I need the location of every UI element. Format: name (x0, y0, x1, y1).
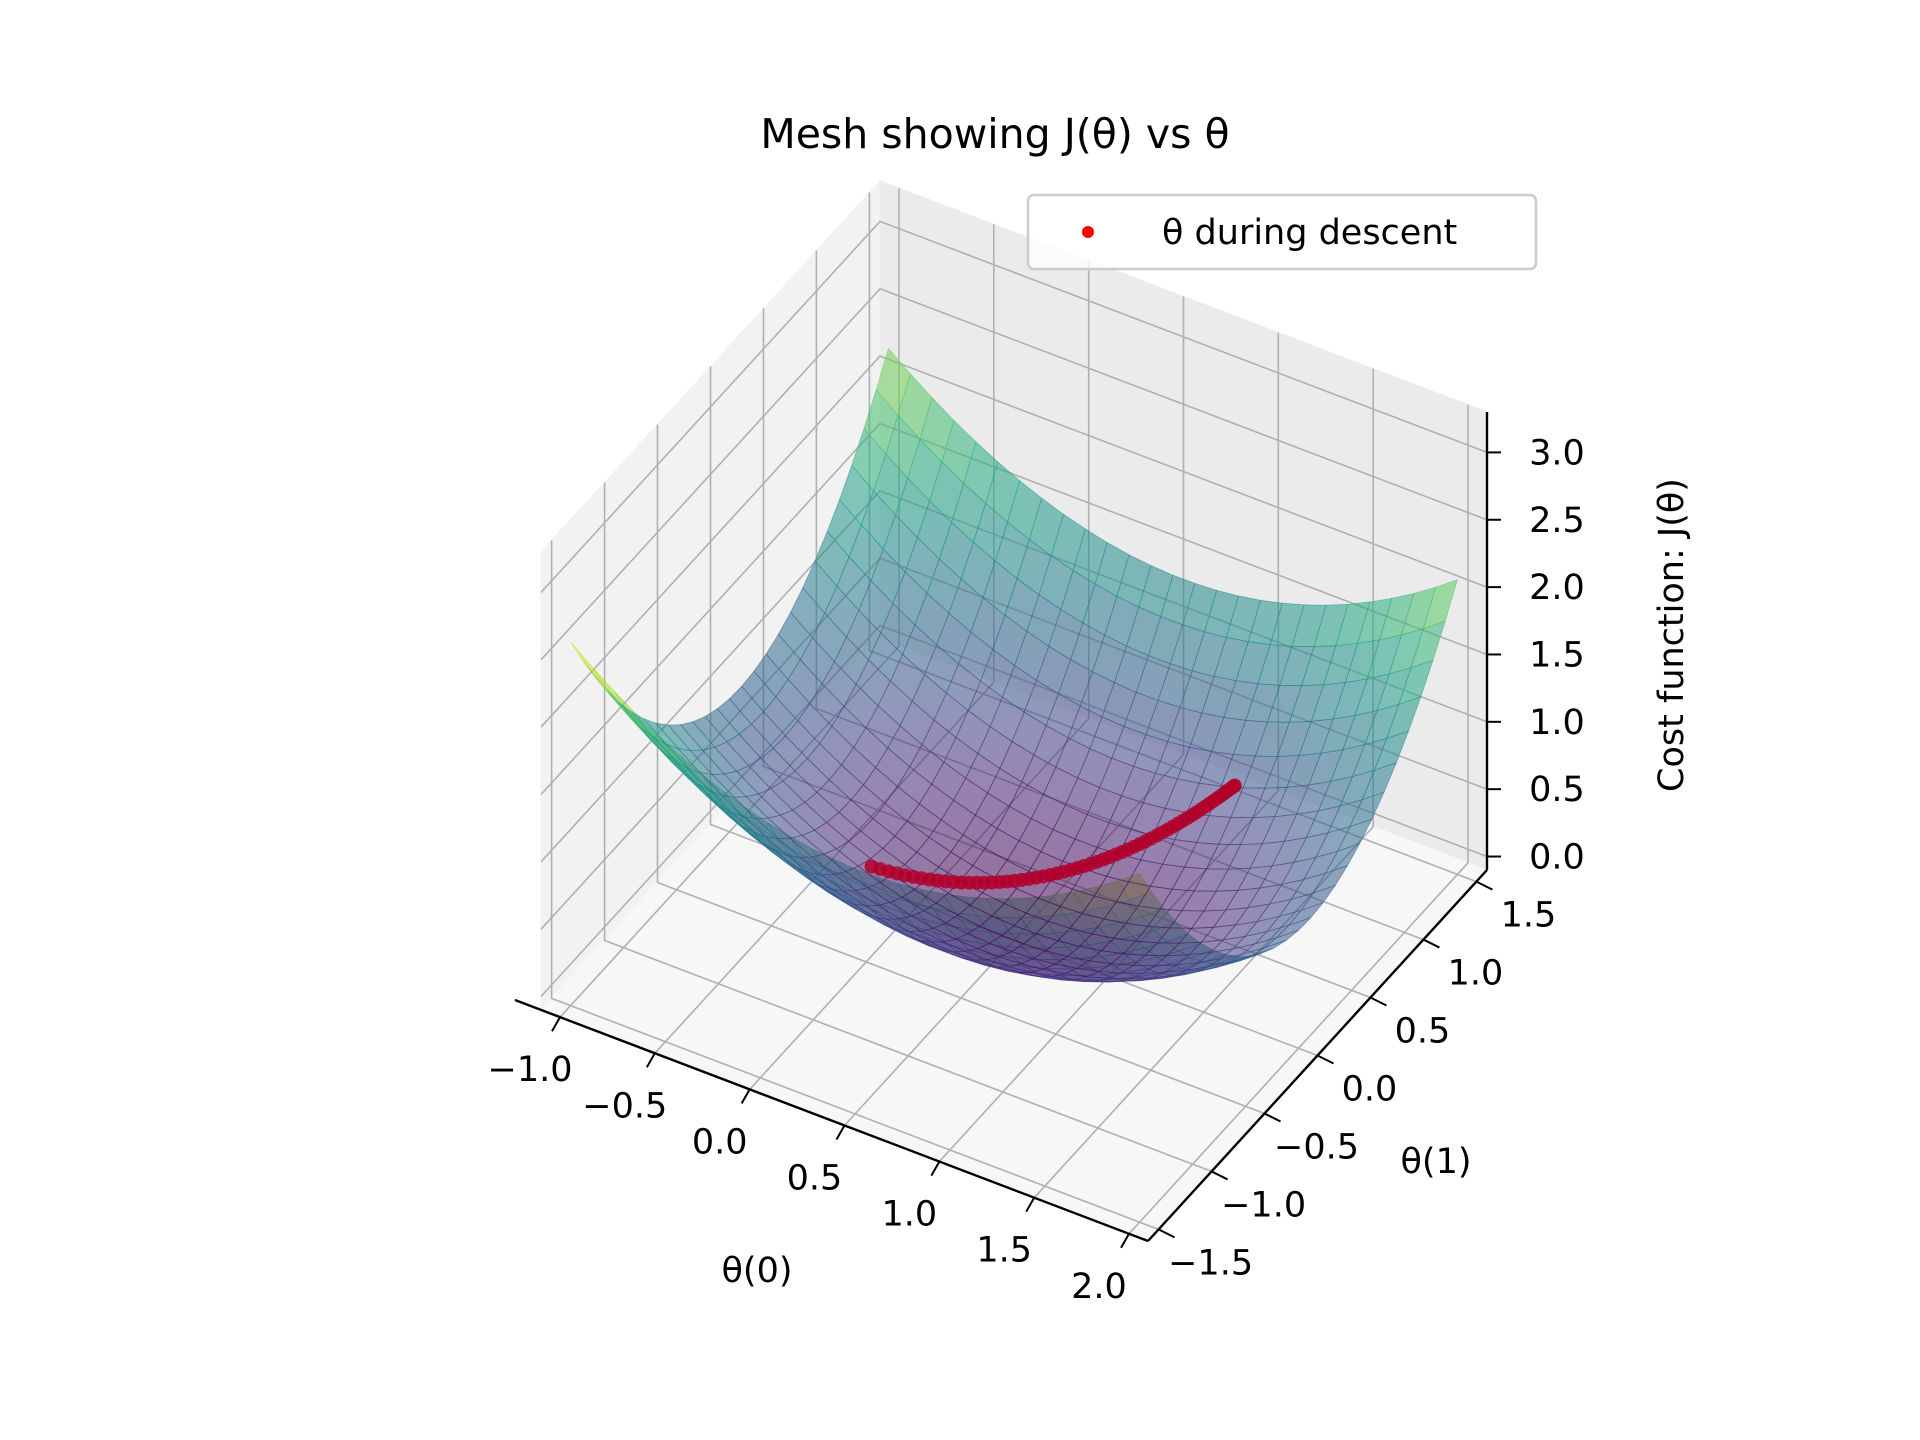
x-tick (645, 1052, 656, 1068)
x-tick-label: 0.5 (787, 1159, 843, 1199)
grid-line-z (540, 287, 1488, 661)
legend-label: θ during descent (1162, 213, 1457, 253)
y-tick-label: 0.0 (1342, 1070, 1398, 1110)
tick-labels: −1.0−0.50.00.51.01.52.0−1.5−1.0−0.50.00.… (488, 433, 1585, 1306)
x-tick-label: 1.5 (976, 1231, 1032, 1271)
y-axis-label: θ(1) (1401, 1142, 1472, 1182)
x-tick (835, 1125, 846, 1140)
z-tick-label: 1.5 (1529, 636, 1585, 676)
z-tick-label: 3.0 (1529, 433, 1585, 473)
y-tick-label: −1.0 (1221, 1185, 1306, 1225)
grid-line-x (1128, 404, 1469, 1235)
x-tick-label: 0.0 (692, 1122, 748, 1162)
x-tick-label: 1.0 (881, 1195, 937, 1235)
x-tick (740, 1088, 751, 1104)
x-tick (551, 1016, 561, 1032)
y-tick-label: 1.0 (1448, 954, 1504, 994)
x-tick-label: −0.5 (582, 1086, 667, 1126)
grid-line-z (540, 220, 1488, 593)
legend-box (1026, 193, 1538, 271)
x-tick-label: −1.0 (488, 1050, 573, 1090)
grid-line-y (550, 540, 1159, 1231)
grid-line-y (603, 482, 1212, 1173)
surface-patch (875, 347, 911, 417)
y-tick-label: −0.5 (1274, 1128, 1359, 1168)
y-tick-label: 1.5 (1501, 896, 1557, 936)
z-tick-label: 1.0 (1529, 703, 1585, 743)
z-tick-label: 2.5 (1529, 501, 1585, 541)
grid-line-z (540, 355, 1488, 728)
cost-surface (570, 347, 1459, 983)
x-tick (1120, 1233, 1130, 1249)
z-tick-label: 0.0 (1529, 838, 1585, 878)
y-tick (1317, 1054, 1334, 1065)
y-tick (1422, 938, 1440, 949)
z-tick-label: 0.5 (1529, 770, 1585, 810)
x-axis-line (514, 998, 1149, 1243)
y-tick-label: −1.5 (1168, 1243, 1253, 1283)
y-tick (1264, 1112, 1281, 1123)
descent-path (864, 778, 1242, 890)
z-axis-label: Cost function: J(θ) (1652, 478, 1692, 792)
z-tick-label: 2.0 (1529, 568, 1585, 608)
grid-line-y (656, 424, 1265, 1115)
y-tick (1211, 1170, 1229, 1181)
descent-point (1227, 778, 1242, 793)
y-tick-label: 0.5 (1395, 1012, 1451, 1052)
y-tick (1475, 880, 1493, 891)
chart-title: Mesh showing J(θ) vs θ (760, 110, 1229, 158)
legend-marker (1082, 226, 1094, 238)
x-tick-label: 2.0 (1071, 1267, 1127, 1307)
y-tick (1370, 996, 1387, 1007)
legend: θ during descent (1026, 193, 1538, 271)
x-tick (930, 1161, 941, 1177)
x-axis-label: θ(0) (722, 1251, 793, 1291)
y-tick (1158, 1228, 1176, 1239)
grid-line-x (1033, 368, 1374, 1199)
x-tick (1025, 1197, 1036, 1213)
